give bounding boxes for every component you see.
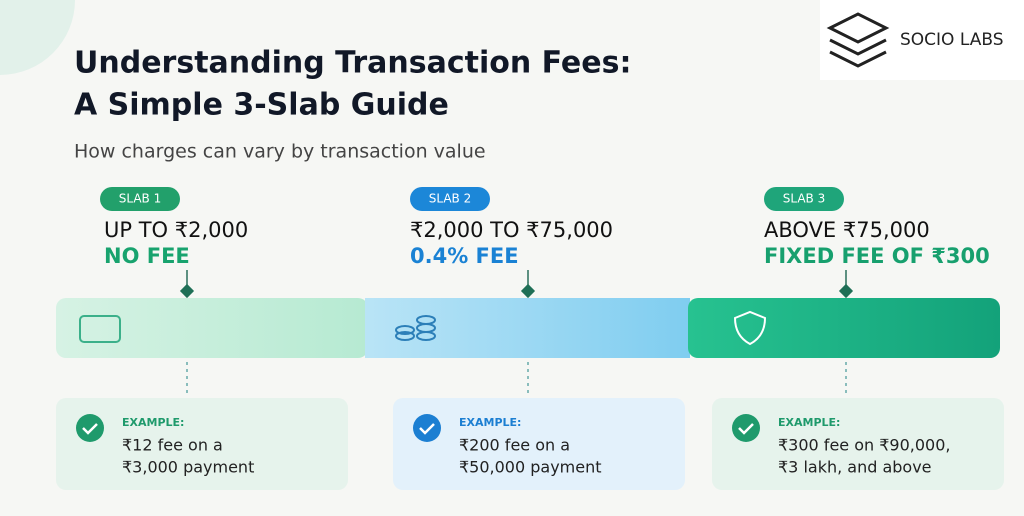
example-label: EXAMPLE: [122,416,184,429]
check-icon [413,414,441,442]
badge [100,187,180,211]
fee: NO FEE [104,244,190,268]
bar-segment [56,298,368,358]
range: ₹2,000 TO ₹75,000 [410,218,613,242]
marker [520,283,536,299]
range: ABOVE ₹75,000 [764,218,930,242]
check-mark [738,423,754,435]
check-mark [82,423,98,435]
check-icon [732,414,760,442]
fee: 0.4% FEE [410,244,519,268]
example-card [393,398,685,490]
title: A Simple 3-Slab Guide [74,88,449,123]
example-text: ₹3 lakh, and above [778,458,932,477]
example-text: ₹300 fee on ₹90,000, [778,436,950,455]
coins-icon [395,315,436,341]
shield-icon [733,310,767,346]
badge-text: SLAB 3 [783,192,825,206]
badge-text: SLAB 2 [429,192,471,206]
check-icon [76,414,104,442]
example-label: EXAMPLE: [778,416,840,429]
marker [838,283,854,299]
fee: FIXED FEE OF ₹300 [764,244,990,268]
example-card [56,398,348,490]
logo-icon [826,12,890,68]
bar-segment [365,298,690,358]
example-text: ₹12 fee on a [122,436,223,455]
decor [0,0,75,75]
badge [764,187,844,211]
example-text: ₹3,000 payment [122,458,254,477]
example-text: ₹200 fee on a [459,436,570,455]
check-mark [419,423,435,435]
marker [179,283,195,299]
bar-segment [688,298,1000,358]
range: UP TO ₹2,000 [104,218,248,242]
badge-text: SLAB 1 [119,192,161,206]
badge [410,187,490,211]
example-label: EXAMPLE: [459,416,521,429]
example-text: ₹50,000 payment [459,458,602,477]
title: Understanding Transaction Fees: [74,46,631,81]
logo-text: SOCIO LABS [900,30,1004,50]
card-icon [79,315,121,343]
subtitle: How charges can vary by transaction valu… [74,141,486,163]
example-card [712,398,1004,490]
